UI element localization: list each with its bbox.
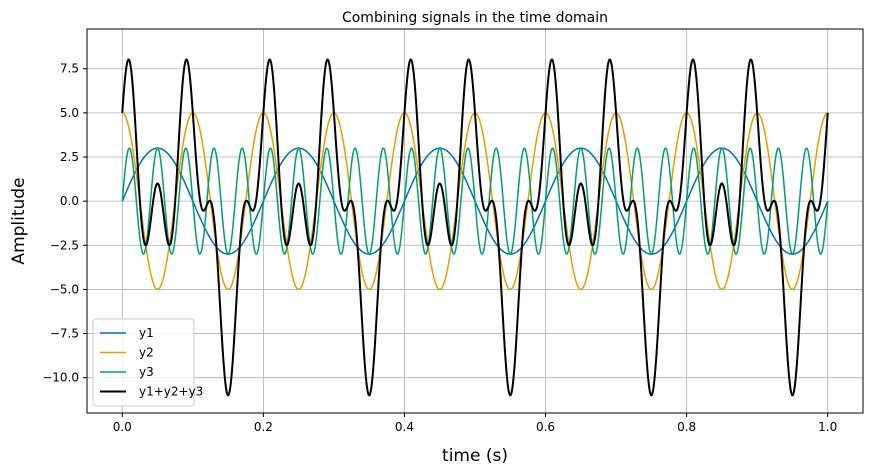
y-tick-label: 0.0 (60, 194, 79, 208)
y-tick-label: −5.0 (50, 282, 79, 296)
y-tick-label: 7.5 (60, 62, 79, 76)
legend-label: y2 (139, 346, 154, 360)
x-tick-label: 1.0 (818, 420, 837, 434)
y-tick-label: −10.0 (42, 371, 79, 385)
x-tick-label: 0.4 (395, 420, 414, 434)
x-tick-label: 0.6 (536, 420, 555, 434)
y-tick-label: 2.5 (60, 150, 79, 164)
plot-area-frame (86, 28, 864, 414)
legend-label: y1 (139, 326, 154, 340)
legend: y1 y2 y3 y1+y2+y3 (92, 318, 203, 407)
x-axis-label: time (s) (442, 446, 508, 466)
y-tick-label: −7.5 (50, 327, 79, 341)
series-layer (121, 58, 829, 397)
legend-frame (92, 318, 195, 407)
chart-title: Combining signals in the time domain (342, 10, 608, 26)
x-tick-label: 0.0 (113, 420, 132, 434)
y-tick-label: 5.0 (60, 106, 79, 120)
x-tick-label: 0.8 (677, 420, 696, 434)
x-tick-label: 0.2 (254, 420, 273, 434)
y-tick-label: −2.5 (50, 238, 79, 252)
legend-label: y3 (139, 365, 154, 379)
series-line-y1-y2-y3 (121, 58, 829, 397)
tick-layer: 0.0 0.2 0.4 0.6 0.8 1.0 7.5 5.0 2.5 0.0 −2.5 −5.0 −7… (42, 62, 837, 434)
y-axis-label: Amplitude (9, 177, 29, 264)
legend-label: y1+y2+y3 (139, 385, 203, 399)
series-line-y3 (121, 147, 829, 255)
